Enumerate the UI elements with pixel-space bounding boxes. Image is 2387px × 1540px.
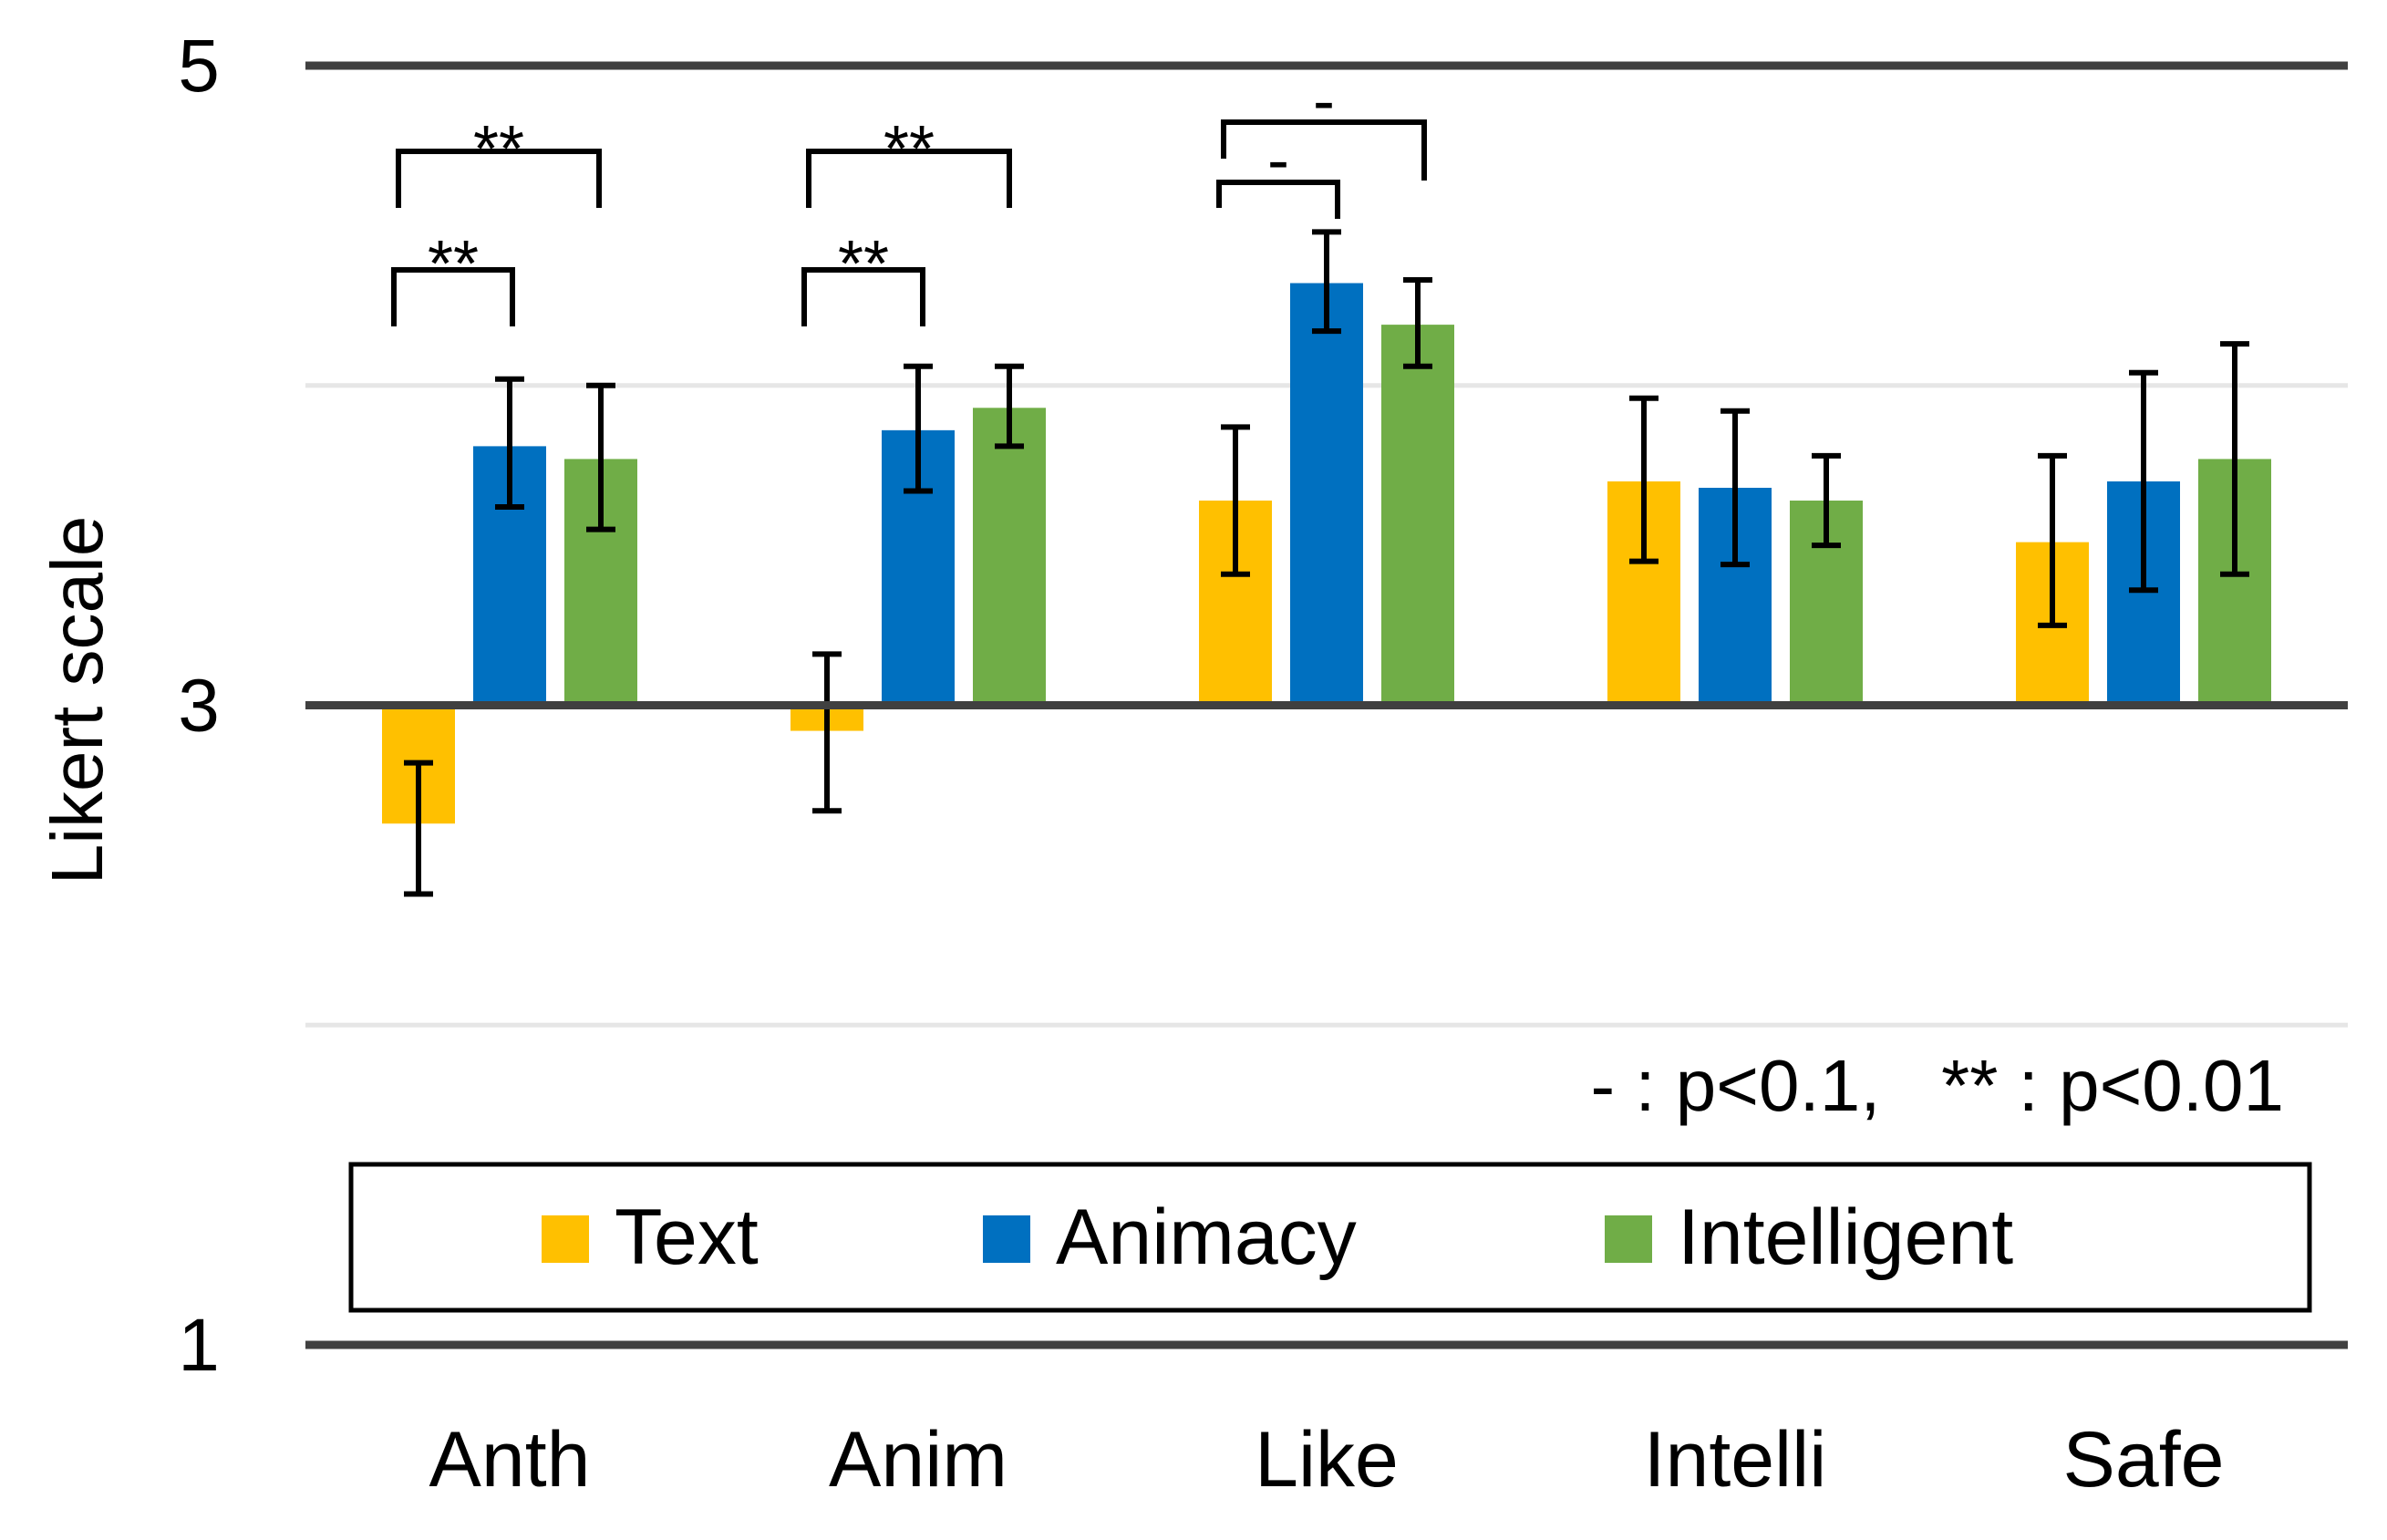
significance-annotation: - : p<0.1, ** : p<0.01 — [1590, 1045, 2284, 1126]
bars — [382, 283, 2271, 824]
bracket-line — [1216, 180, 1340, 219]
significance-brackets: ** ** ** ** -- — [391, 65, 1427, 326]
y-tick-label: 1 — [178, 1304, 220, 1387]
legend-entry-intelligent: Intelligent — [1605, 1194, 2013, 1281]
bar-intelligent-like — [1381, 325, 1454, 706]
y-axis-label: Likert scale — [36, 516, 118, 885]
legend-label: Animacy — [1056, 1194, 1357, 1281]
legend-entry-animacy: Animacy — [983, 1194, 1357, 1281]
bracket-line — [391, 267, 515, 326]
bracket-line — [396, 149, 602, 208]
error-bar — [586, 382, 615, 532]
error-bar — [2129, 369, 2158, 594]
bracket-line — [801, 267, 925, 326]
legend-label: Intelligent — [1678, 1194, 2013, 1281]
legend-entry-text: Text — [542, 1194, 759, 1281]
x-tick-label: Anth — [429, 1416, 591, 1504]
error-bar — [995, 363, 1024, 450]
error-bar — [1312, 229, 1341, 335]
error-bar — [812, 651, 842, 814]
bar-animacy-like — [1290, 283, 1363, 706]
x-tick-label: Safe — [2063, 1416, 2225, 1504]
legend: Text Animacy Intelligent — [348, 1162, 2312, 1313]
error-bar — [1629, 395, 1658, 564]
error-bar — [2038, 452, 2067, 628]
significance-label: ** — [428, 228, 479, 301]
significance-label: ** — [884, 113, 935, 186]
significance-bracket: - — [1216, 124, 1340, 219]
legend-swatch — [1605, 1215, 1652, 1263]
legend-label: Text — [615, 1194, 759, 1281]
error-bar — [1720, 408, 1750, 568]
significance-bracket: ** — [391, 228, 515, 326]
y-tick-labels: 1 3 5 — [178, 25, 220, 1387]
y-tick-label: 3 — [178, 665, 220, 748]
bar-intelligent-anim — [973, 408, 1046, 706]
x-tick-labels: Anth Anim Like Intelli Safe — [429, 1416, 2225, 1504]
error-bar — [1403, 277, 1432, 369]
error-bar — [904, 363, 933, 494]
x-tick-label: Intelli — [1644, 1416, 1827, 1504]
error-bar — [404, 760, 433, 897]
significance-bracket: ** — [801, 228, 925, 326]
bracket-line — [806, 149, 1012, 208]
x-tick-label: Anim — [829, 1416, 1008, 1504]
error-bar — [1812, 452, 1841, 549]
significance-bracket: ** — [806, 113, 1012, 208]
bracket-line — [1221, 119, 1427, 181]
legend-swatch — [983, 1215, 1030, 1263]
significance-label: ** — [838, 228, 889, 301]
legend-box — [348, 1162, 2312, 1313]
error-bar — [2220, 341, 2249, 577]
error-bar — [495, 376, 524, 511]
x-tick-label: Like — [1255, 1416, 1399, 1504]
significance-bracket: ** — [396, 113, 602, 208]
significance-label: - — [1313, 65, 1335, 138]
y-tick-label: 5 — [178, 25, 220, 108]
significance-bracket: - — [1221, 65, 1427, 181]
axis-lines — [305, 61, 2348, 1349]
error-bars — [404, 229, 2249, 897]
error-bar — [1221, 424, 1250, 577]
significance-label: - — [1267, 124, 1289, 197]
legend-swatch — [542, 1215, 589, 1263]
significance-label: ** — [473, 113, 524, 186]
